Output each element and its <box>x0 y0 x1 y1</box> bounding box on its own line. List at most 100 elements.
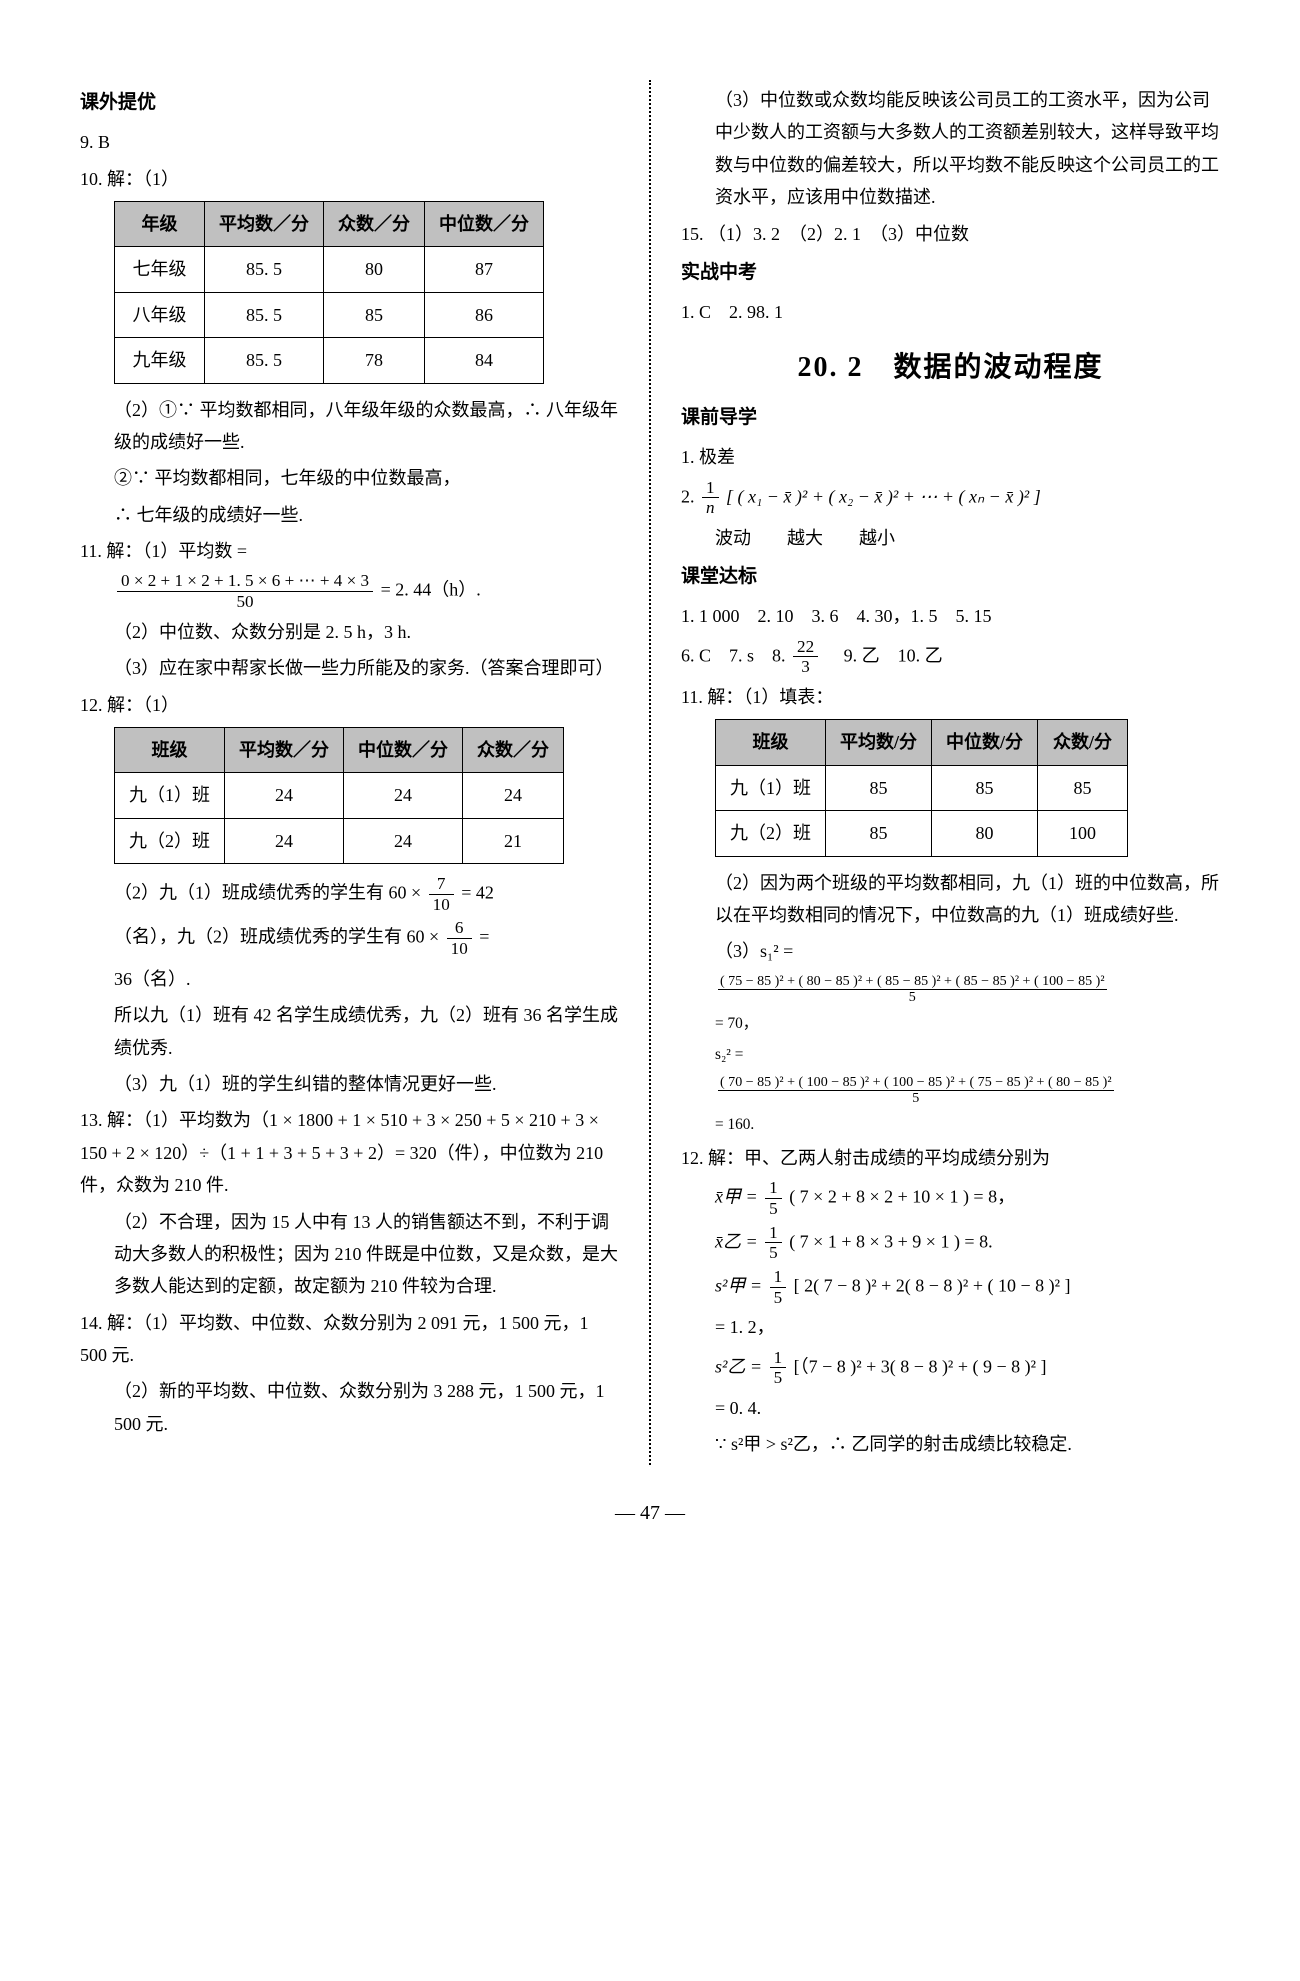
q10-lead: 10. 解：（1） <box>80 163 619 195</box>
t10-h1: 平均数／分 <box>205 201 324 246</box>
q13-1: 13. 解：（1）平均数为（1 × 1800 + 1 × 510 + 3 × 2… <box>80 1104 619 1201</box>
q15: 15. （1）3. 2 （2）2. 1 （3）中位数 <box>681 218 1220 250</box>
q12r-xb: x̄乙 = 15 ( 7 × 1 + 8 × 3 + 9 × 1 ) = 8. <box>681 1223 1220 1263</box>
t10c: 85. 5 <box>205 338 324 383</box>
heading-kewai: 课外提优 <box>80 86 619 120</box>
q12r-sa-v: = 1. 2， <box>681 1311 1220 1343</box>
page-number: — 47 — <box>60 1495 1240 1531</box>
q11r-3b: s₂² = <box>681 1041 1220 1069</box>
fn: ( 75 − 85 )² + ( 80 − 85 )² + ( 85 − 85 … <box>718 974 1107 990</box>
t10c: 85. 5 <box>205 247 324 292</box>
section-title: 20. 2 数据的波动程度 <box>681 343 1220 393</box>
q12-2-line1: （2）九（1）班成绩优秀的学生有 60 × 710 = 42 <box>80 874 619 914</box>
t12c: 24 <box>463 773 564 818</box>
q11-formula: 0 × 2 + 1 × 2 + 1. 5 × 6 + ⋯ + 4 × 3 50 … <box>80 571 619 611</box>
t12c: 24 <box>344 773 463 818</box>
q11r-2: （2）因为两个班级的平均数都相同，九（1）班的中位数高，所以在平均数相同的情况下… <box>681 867 1220 932</box>
q14-2: （2）新的平均数、中位数、众数分别为 3 288 元，1 500 元，1 500… <box>80 1375 619 1440</box>
sb-r: [（7 − 8 )² + 3( 8 − 8 )² + ( 9 − 8 )² ] <box>794 1356 1047 1376</box>
q13-2: （2）不合理，因为 15 人中有 13 人的销售额达不到，不利于调动大多数人的积… <box>80 1206 619 1303</box>
t11r-h3: 众数/分 <box>1038 720 1128 765</box>
exam-answers: 1. C 2. 98. 1 <box>681 296 1220 328</box>
heading-class: 课堂达标 <box>681 560 1220 594</box>
heading-pre: 课前导学 <box>681 401 1220 435</box>
q11-frac-n: 0 × 2 + 1 × 2 + 1. 5 × 6 + ⋯ + 4 × 3 <box>117 571 373 592</box>
t12-h2: 中位数／分 <box>344 727 463 772</box>
q12-lead: 12. 解：（1） <box>80 689 619 721</box>
tc: 80 <box>932 811 1038 856</box>
q12r-sa: s²甲 = 15 [ 2( 7 − 8 )² + 2( 8 − 8 )² + (… <box>681 1267 1220 1307</box>
pre2b: [ ( x₁ − x̄ )² + ( x₂ − x̄ )² + ⋯ + ( xₙ… <box>726 486 1041 506</box>
page-columns: 课外提优 9. B 10. 解：（1） 年级 平均数／分 众数／分 中位数／分 … <box>60 80 1240 1465</box>
fd: 5 <box>765 1199 782 1219</box>
fn: 1 <box>765 1178 782 1199</box>
fn: 1 <box>770 1348 787 1369</box>
q11-res: = 2. 44（h）. <box>381 580 481 600</box>
q12r-sb: s²乙 = 15 [（7 − 8 )² + 3( 8 − 8 )² + ( 9 … <box>681 1348 1220 1388</box>
fd: 5 <box>770 1288 787 1308</box>
q12-fr2: 610 <box>447 918 472 958</box>
sa-frac: 15 <box>770 1267 787 1307</box>
tc: 九（2）班 <box>716 811 826 856</box>
q12-fr1: 710 <box>429 874 454 914</box>
q11-lead: 11. 解：（1）平均数 = <box>80 535 619 567</box>
cls2-frac: 223 <box>793 637 818 677</box>
q12-2a: （2）九（1）班成绩优秀的学生有 60 × <box>114 882 426 902</box>
t12c: 24 <box>344 818 463 863</box>
q14-3: （3）中位数或众数均能反映该公司员工的工资水平，因为公司中少数人的工资额与大多数… <box>681 84 1220 214</box>
q11-2: （2）中位数、众数分别是 2. 5 h，3 h. <box>80 616 619 648</box>
q12r-lead: 12. 解：甲、乙两人射击成绩的平均成绩分别为 <box>681 1142 1220 1174</box>
fn: 1 <box>702 478 719 499</box>
sa-l: s²甲 = <box>715 1275 767 1295</box>
cls1: 1. 1 000 2. 10 3. 6 4. 30，1. 5 5. 15 <box>681 600 1220 632</box>
tc: 85 <box>826 811 932 856</box>
pre2: 2. 1n [ ( x₁ − x̄ )² + ( x₂ − x̄ )² + ⋯ … <box>681 478 1220 518</box>
q11-frac-d: 50 <box>117 592 373 612</box>
t12-h3: 众数／分 <box>463 727 564 772</box>
t10c: 86 <box>425 292 544 337</box>
cls2: 6. C 7. s 8. 223 9. 乙 10. 乙 <box>681 637 1220 677</box>
t10c: 85 <box>324 292 425 337</box>
q12-2d: = <box>479 927 489 947</box>
sb-frac: 15 <box>770 1348 787 1388</box>
tc: 85 <box>932 765 1038 810</box>
t10c: 85. 5 <box>205 292 324 337</box>
fd: 5 <box>718 990 1107 1005</box>
t12c: 24 <box>225 818 344 863</box>
sb-l: s²乙 = <box>715 1356 767 1376</box>
q12r-sb-v: = 0. 4. <box>681 1392 1220 1424</box>
xb-l: x̄乙 = <box>715 1231 762 1251</box>
t10c: 78 <box>324 338 425 383</box>
t10-h0: 年级 <box>115 201 205 246</box>
xb-frac: 15 <box>765 1223 782 1263</box>
fd: 3 <box>793 657 818 677</box>
t10-h3: 中位数／分 <box>425 201 544 246</box>
column-divider <box>649 80 651 1465</box>
q14-1: 14. 解：（1）平均数、中位数、众数分别为 2 091 元，1 500 元，1… <box>80 1307 619 1372</box>
pre1: 1. 极差 <box>681 441 1220 473</box>
q10-2a: （2）①∵ 平均数都相同，八年级年级的众数最高，∴ 八年级年级的成绩好一些. <box>80 394 619 459</box>
fd: n <box>702 498 719 518</box>
q11r-lead: 11. 解：（1）填表： <box>681 681 1220 713</box>
q12-2b: = 42 <box>461 882 494 902</box>
right-column: （3）中位数或众数均能反映该公司员工的工资水平，因为公司中少数人的工资额与大多数… <box>661 80 1240 1465</box>
left-column: 课外提优 9. B 10. 解：（1） 年级 平均数／分 众数／分 中位数／分 … <box>60 80 639 1465</box>
q12-2e: 36（名）. <box>80 963 619 995</box>
cls2a: 6. C 7. s 8. <box>681 645 790 665</box>
t12c: 九（2）班 <box>115 818 225 863</box>
t10c: 八年级 <box>115 292 205 337</box>
q11-3: （3）应在家中帮家长做一些力所能及的家务.（答案合理即可） <box>80 652 619 684</box>
q11r-3a: （3）s₁² = <box>681 935 1220 967</box>
q11r-s1: ( 75 − 85 )² + ( 80 − 85 )² + ( 85 − 85 … <box>681 972 1220 1006</box>
fn: 7 <box>429 874 454 895</box>
pre2a: 2. <box>681 486 699 506</box>
t10c: 80 <box>324 247 425 292</box>
table-q11r: 班级 平均数/分 中位数/分 众数/分 九（1）班858585 九（2）班858… <box>715 719 1128 856</box>
fd: 5 <box>770 1368 787 1388</box>
fn: 1 <box>765 1223 782 1244</box>
fd: 5 <box>765 1243 782 1263</box>
fd: 10 <box>429 895 454 915</box>
t12-h1: 平均数／分 <box>225 727 344 772</box>
tc: 85 <box>826 765 932 810</box>
fn: 6 <box>447 918 472 939</box>
